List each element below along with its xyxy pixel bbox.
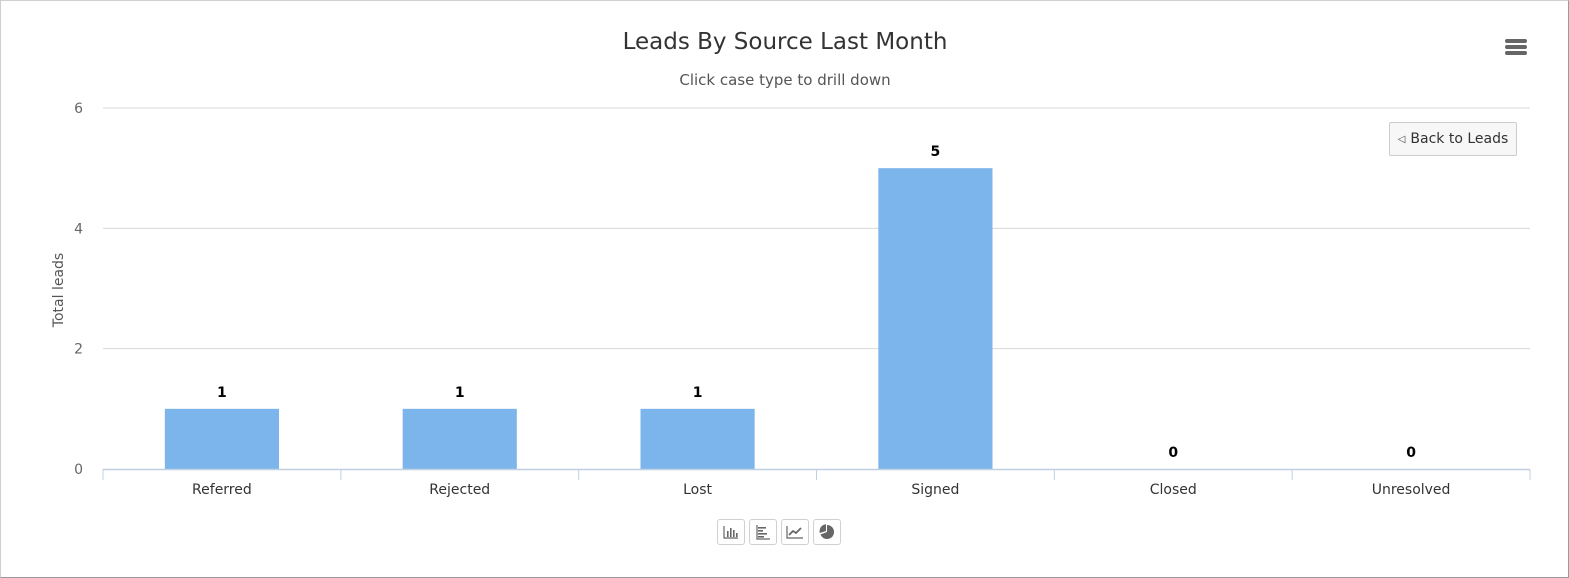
chart-menu-button[interactable] [1501, 35, 1529, 59]
bar-chart-icon [756, 525, 770, 540]
x-tick-label[interactable]: Signed [911, 482, 959, 498]
bar-rejected[interactable] [402, 408, 517, 469]
back-to-leads-button[interactable]: ◁ Back to Leads [1389, 122, 1517, 156]
x-tick-label[interactable]: Unresolved [1372, 482, 1451, 498]
line-chart-icon [786, 526, 803, 539]
bar-signed[interactable] [878, 168, 993, 469]
y-tick-label: 4 [74, 221, 83, 237]
y-tick-label: 2 [74, 342, 83, 358]
data-label: 1 [455, 385, 465, 401]
bar-series [164, 168, 993, 469]
chart-subtitle: Click case type to drill down [679, 71, 890, 89]
pie-chart-icon [819, 524, 835, 539]
chart-type-switcher [717, 519, 841, 545]
column-chart-button[interactable] [717, 519, 745, 545]
gridlines: 0 2 4 6 [74, 101, 1530, 478]
x-tick-label[interactable]: Closed [1150, 482, 1197, 498]
column-chart-icon [723, 526, 738, 539]
y-tick-label: 6 [74, 101, 83, 117]
chart-title: Leads By Source Last Month [623, 29, 948, 55]
bar-lost[interactable] [640, 408, 755, 469]
y-tick-label: 0 [74, 462, 83, 478]
back-button-label: Back to Leads [1410, 131, 1509, 147]
data-label: 1 [217, 385, 227, 401]
bar-referred[interactable] [164, 408, 279, 469]
data-label: 0 [1168, 445, 1178, 461]
data-labels: 1 1 1 5 0 0 [217, 144, 1416, 461]
data-label: 0 [1406, 445, 1416, 461]
y-axis-title: Total leads [51, 253, 67, 328]
x-tick-label[interactable]: Referred [192, 482, 252, 498]
bar-chart-button[interactable] [749, 519, 777, 545]
back-arrow-icon: ◁ [1397, 133, 1406, 145]
hamburger-menu-icon [1505, 39, 1527, 55]
x-tick-label[interactable]: Rejected [429, 482, 490, 498]
x-tick-label[interactable]: Lost [683, 482, 712, 498]
pie-chart-button[interactable] [813, 519, 841, 545]
x-axis: Referred Rejected Lost Signed Closed Unresolv… [102, 468, 1531, 498]
data-label: 1 [693, 385, 703, 401]
line-chart-button[interactable] [781, 519, 809, 545]
data-label: 5 [931, 144, 941, 160]
